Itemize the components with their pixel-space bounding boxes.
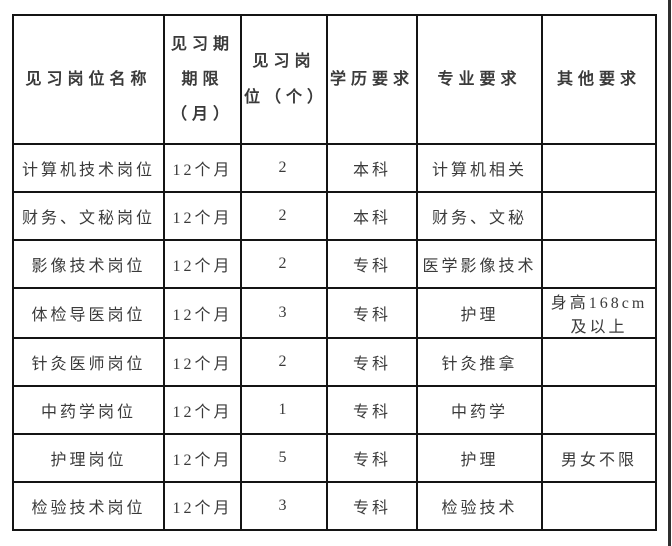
cell-education: 本科 (326, 143, 418, 193)
cell-count: 1 (240, 385, 328, 435)
table-row: 计算机技术岗位 12个月 2 本科 计算机相关 (12, 143, 657, 193)
cell-education: 专科 (326, 433, 418, 483)
cell-major: 检验技术 (416, 481, 543, 531)
cell-education: 专科 (326, 481, 418, 531)
cell-count: 3 (240, 481, 328, 531)
cell-other: 身高168cm及以上 (541, 287, 657, 339)
table-row: 护理岗位 12个月 5 专科 护理 男女不限 (12, 433, 657, 483)
cell-education: 专科 (326, 239, 418, 289)
cell-duration: 12个月 (163, 337, 242, 387)
cell-position-name: 针灸医师岗位 (12, 337, 165, 387)
header-cell-duration: 见习期 期限 （月） (163, 14, 242, 145)
cell-education: 专科 (326, 287, 418, 339)
cell-education: 本科 (326, 191, 418, 241)
cell-major: 计算机相关 (416, 143, 543, 193)
cell-education: 专科 (326, 337, 418, 387)
cell-count: 2 (240, 191, 328, 241)
header-cell-other: 其他要求 (541, 14, 657, 145)
cell-major: 医学影像技术 (416, 239, 543, 289)
internship-positions-table: 见习岗位名称 见习期 期限 （月） 见习岗 位（个） 学历要求 专业要求 其他要… (12, 14, 657, 531)
cell-duration: 12个月 (163, 143, 242, 193)
cell-duration: 12个月 (163, 287, 242, 339)
cell-count: 5 (240, 433, 328, 483)
right-edge-bar (668, 0, 671, 546)
cell-position-name: 影像技术岗位 (12, 239, 165, 289)
cell-count: 3 (240, 287, 328, 339)
cell-other: 男女不限 (541, 433, 657, 483)
table-row: 体检导医岗位 12个月 3 专科 护理 身高168cm及以上 (12, 287, 657, 339)
cell-count: 2 (240, 239, 328, 289)
cell-duration: 12个月 (163, 433, 242, 483)
cell-position-name: 体检导医岗位 (12, 287, 165, 339)
header-cell-count: 见习岗 位（个） (240, 14, 328, 145)
cell-duration: 12个月 (163, 481, 242, 531)
header-cell-education: 学历要求 (326, 14, 418, 145)
cell-other (541, 337, 657, 387)
cell-position-name: 中药学岗位 (12, 385, 165, 435)
cell-other (541, 143, 657, 193)
cell-major: 护理 (416, 287, 543, 339)
cell-education: 专科 (326, 385, 418, 435)
table-header-row: 见习岗位名称 见习期 期限 （月） 见习岗 位（个） 学历要求 专业要求 其他要… (12, 14, 657, 145)
table-row: 财务、文秘岗位 12个月 2 本科 财务、文秘 (12, 191, 657, 241)
cell-other (541, 239, 657, 289)
cell-position-name: 护理岗位 (12, 433, 165, 483)
cell-count: 2 (240, 337, 328, 387)
cell-major: 针灸推拿 (416, 337, 543, 387)
cell-position-name: 财务、文秘岗位 (12, 191, 165, 241)
cell-position-name: 检验技术岗位 (12, 481, 165, 531)
cell-position-name: 计算机技术岗位 (12, 143, 165, 193)
cell-other (541, 191, 657, 241)
header-cell-position-name: 见习岗位名称 (12, 14, 165, 145)
cell-major: 护理 (416, 433, 543, 483)
cell-duration: 12个月 (163, 191, 242, 241)
cell-major: 中药学 (416, 385, 543, 435)
cell-duration: 12个月 (163, 239, 242, 289)
table-row: 中药学岗位 12个月 1 专科 中药学 (12, 385, 657, 435)
table-row: 针灸医师岗位 12个月 2 专科 针灸推拿 (12, 337, 657, 387)
cell-count: 2 (240, 143, 328, 193)
table-row: 影像技术岗位 12个月 2 专科 医学影像技术 (12, 239, 657, 289)
table-row: 检验技术岗位 12个月 3 专科 检验技术 (12, 481, 657, 531)
cell-duration: 12个月 (163, 385, 242, 435)
cell-other (541, 385, 657, 435)
header-cell-major: 专业要求 (416, 14, 543, 145)
cell-other (541, 481, 657, 531)
cell-major: 财务、文秘 (416, 191, 543, 241)
